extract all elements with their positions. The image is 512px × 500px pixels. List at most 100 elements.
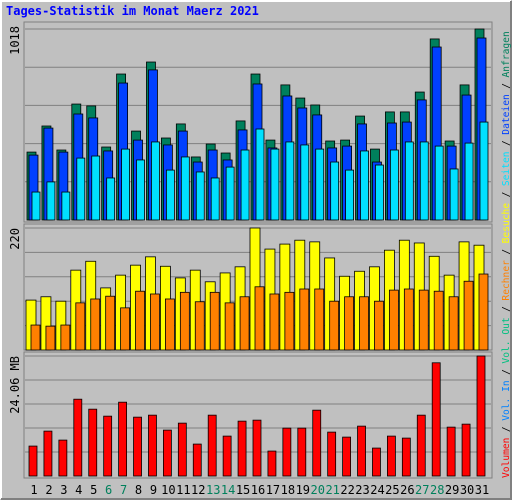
bar	[431, 362, 441, 477]
bar	[416, 414, 426, 477]
bar	[461, 423, 471, 477]
x-tick-label: 30	[460, 483, 474, 497]
bar	[237, 420, 247, 477]
bar	[194, 301, 205, 351]
bar	[476, 355, 486, 477]
legend-label: Anfragen	[501, 31, 512, 77]
bar	[464, 142, 474, 221]
bar	[148, 414, 157, 477]
y-tick-label: 1018	[8, 26, 22, 55]
legend-separator: /	[501, 426, 512, 432]
x-tick-label: 13	[206, 483, 220, 497]
bar	[207, 414, 217, 477]
legend-separator: /	[501, 140, 512, 146]
bar	[162, 429, 172, 477]
bar	[419, 141, 429, 221]
side-legend: Volumen / Vol. In / Vol. Out / Rechner / Besuche…	[501, 31, 512, 478]
bar	[88, 408, 98, 477]
bar	[446, 426, 456, 477]
bar	[165, 169, 175, 221]
bar	[270, 148, 280, 221]
bar	[150, 293, 160, 351]
bar	[342, 436, 352, 477]
bar	[449, 168, 459, 221]
bar	[372, 447, 381, 477]
x-tick-label: 22	[340, 483, 354, 497]
bar	[121, 148, 130, 221]
bar	[151, 141, 160, 221]
x-tick-label: 28	[430, 483, 444, 497]
legend-label: Volumen	[501, 438, 512, 478]
x-tick-label: 11	[176, 483, 190, 497]
bar	[345, 169, 355, 221]
bar	[91, 155, 101, 221]
x-tick-label: 31	[475, 483, 489, 497]
bar	[179, 291, 190, 351]
x-tick-label: 15	[236, 483, 250, 497]
x-tick-label: 20	[311, 483, 325, 497]
bar	[327, 431, 337, 477]
legend-label: Besuche	[501, 203, 512, 244]
bar	[210, 177, 220, 221]
bar	[120, 307, 130, 351]
x-tick-label: 6	[105, 483, 112, 497]
bar	[46, 181, 56, 221]
bar	[31, 191, 41, 221]
bar	[90, 298, 101, 351]
bar	[118, 401, 127, 477]
bar	[269, 293, 280, 351]
bar	[375, 164, 384, 221]
legend-separator: /	[501, 249, 512, 255]
legend-label: Vol. In	[501, 380, 512, 420]
bar	[267, 450, 277, 477]
x-tick-label: 26	[400, 483, 414, 497]
bar	[192, 443, 202, 477]
x-tick-label: 18	[281, 483, 295, 497]
legend-label: Vol. Out	[501, 317, 512, 363]
bar	[60, 324, 71, 351]
x-tick-label: 25	[385, 483, 399, 497]
x-tick-label: 1	[30, 483, 37, 497]
bar	[252, 419, 262, 477]
bar	[388, 289, 399, 351]
x-tick-label: 5	[90, 483, 97, 497]
bar	[28, 445, 38, 477]
x-tick-label: 29	[445, 483, 459, 497]
x-tick-label: 24	[370, 483, 384, 497]
y-tick-label: 24.06 MB	[8, 356, 22, 414]
bar	[418, 289, 429, 351]
bar	[479, 121, 489, 221]
bar	[61, 191, 71, 221]
x-tick-label: 10	[161, 483, 175, 497]
legend-label: Dateien	[501, 94, 512, 134]
x-tick-label: 27	[415, 483, 429, 497]
x-tick-label: 8	[135, 483, 142, 497]
x-tick-label: 12	[191, 483, 205, 497]
bar	[58, 439, 68, 477]
bar	[240, 149, 250, 221]
x-tick-label: 14	[221, 483, 235, 497]
bar	[222, 435, 232, 477]
bar	[297, 427, 307, 477]
legend-label: Seiten	[501, 151, 512, 186]
bar	[329, 300, 340, 351]
bar	[386, 435, 396, 477]
bar	[374, 300, 384, 351]
x-tick-label: 2	[45, 483, 52, 497]
bar	[177, 422, 187, 477]
bar	[136, 159, 145, 221]
bar	[389, 149, 399, 221]
x-tick-label: 7	[120, 483, 127, 497]
bar	[73, 398, 83, 477]
legend-separator: /	[501, 83, 512, 89]
x-tick-label: 3	[60, 483, 67, 497]
bar	[224, 302, 235, 351]
y-tick-label: 220	[8, 228, 22, 250]
bar	[312, 409, 322, 477]
bar	[463, 280, 474, 351]
x-tick-label: 9	[150, 483, 157, 497]
bar	[180, 156, 190, 221]
bar	[133, 416, 142, 477]
